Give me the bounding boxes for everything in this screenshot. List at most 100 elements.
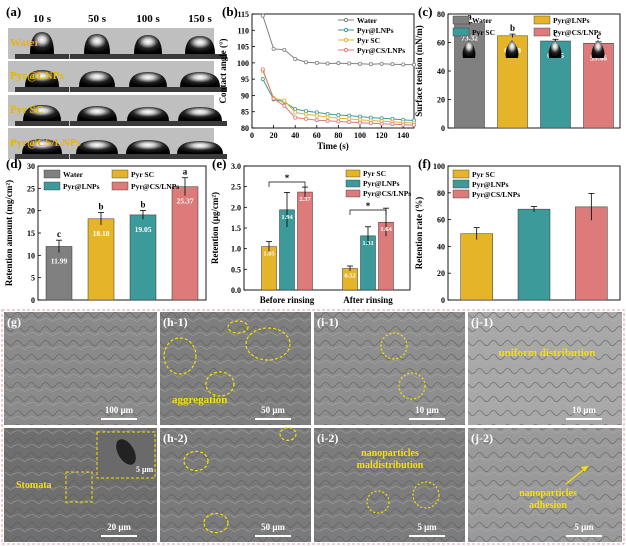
sem-texture	[314, 428, 465, 542]
y-tick-label: 85	[241, 108, 249, 117]
data-point	[303, 60, 308, 65]
data-point	[282, 98, 287, 103]
data-point	[411, 62, 416, 67]
sem-panel-label: (i-2)	[317, 431, 338, 445]
data-point	[282, 103, 287, 108]
legend-swatch	[43, 169, 61, 179]
data-point	[336, 112, 341, 117]
bar	[575, 206, 608, 301]
substrate	[121, 121, 175, 126]
legend-swatch	[533, 27, 551, 37]
annotation-aggregation: aggregation	[172, 394, 227, 406]
y-tick-label: 20	[27, 207, 35, 216]
sem-panel-label: (h-1)	[163, 315, 188, 329]
y-tick-label: 60	[437, 216, 445, 225]
stomata-pore	[116, 439, 136, 465]
legend-swatch	[452, 179, 470, 189]
data-point	[260, 13, 265, 18]
y-axis-label: Retention (μg/cm²)	[210, 192, 220, 264]
legend-label: Pyr@CS/LNPs	[472, 190, 520, 199]
y-tick-label: 0.0	[231, 286, 241, 295]
data-point	[293, 110, 298, 115]
inset-scale-label: 5 μm	[136, 465, 154, 474]
x-tick-label: 40	[291, 131, 299, 140]
sem-image-grid: (g) 100 μm (h-1) 50 μm (i-1) 10 μm (j-1) 10 μm 2…	[1, 309, 625, 545]
substrate	[70, 87, 124, 92]
data-point	[347, 116, 352, 121]
data-point	[325, 61, 330, 66]
significance-letter: c	[597, 31, 601, 41]
droplet	[22, 139, 62, 154]
y-tick-label: 80	[437, 10, 445, 19]
legend-swatch	[345, 179, 361, 188]
sem-texture	[4, 312, 157, 425]
y-tick-label: 40	[437, 67, 445, 76]
substrate	[15, 121, 69, 126]
data-point	[303, 112, 308, 117]
substrate	[121, 54, 175, 59]
row-label: Pyr SC	[10, 104, 44, 116]
legend-swatch	[452, 15, 470, 25]
pendant-drop	[462, 40, 476, 58]
panel-c-label: (c)	[418, 4, 432, 19]
plot-frame	[251, 13, 415, 129]
annotation-line-1: nanoparticles	[361, 448, 419, 459]
panel-a-time-labels: 10 s 50 s 100 s 150 s	[33, 13, 213, 25]
legend-label: Pyr SC	[472, 170, 495, 179]
value-label: 25.37	[177, 197, 194, 206]
highlight-ellipse	[203, 512, 229, 534]
x-category-label: After rinsing	[343, 295, 393, 305]
y-tick-label: 100	[237, 59, 249, 68]
y-tick-label: 20	[437, 96, 445, 105]
data-point	[368, 121, 373, 126]
legend-label: Water	[472, 16, 493, 25]
highlight-circle	[366, 490, 390, 514]
data-point	[390, 62, 395, 67]
data-point	[347, 113, 352, 118]
data-point	[411, 123, 416, 128]
y-tick-label: 40	[437, 242, 445, 251]
y-axis-label: Retention amount (mg/cm²)	[4, 180, 14, 286]
data-point	[325, 114, 330, 119]
x-tick-label: 140	[397, 131, 409, 140]
data-point	[401, 62, 406, 67]
pendant-drop	[591, 40, 605, 58]
substrate	[15, 154, 69, 159]
value-label: 18.18	[93, 229, 110, 238]
data-point	[347, 120, 352, 125]
data-point	[314, 113, 319, 118]
data-point	[260, 67, 265, 72]
substrate	[173, 154, 227, 159]
substrate	[173, 87, 227, 92]
y-tick-label: 30	[27, 162, 35, 171]
data-point	[401, 122, 406, 127]
scale-bar-label: 5 μm	[417, 522, 437, 532]
scale-bar-label: 100 μm	[105, 405, 134, 415]
y-tick-label: 80	[241, 124, 249, 133]
y-tick-label: 105	[237, 43, 249, 52]
legend-swatch	[452, 189, 470, 199]
legend-swatch	[345, 189, 361, 198]
droplet	[25, 70, 59, 87]
legend-swatch	[43, 181, 61, 191]
highlight-circle	[412, 481, 440, 509]
legend-label: Pyr@CS/LNPs	[553, 28, 601, 37]
significance-letter: c	[554, 28, 558, 38]
sem-panel-label: (i-1)	[317, 315, 338, 329]
legend-swatch	[345, 169, 361, 178]
data-point	[357, 61, 362, 66]
x-tick-label: 100	[354, 131, 366, 140]
row-label: Water	[10, 37, 39, 49]
substrate	[15, 54, 69, 59]
sem-texture	[160, 428, 311, 542]
highlight-ellipse	[205, 371, 235, 397]
highlight-ellipse	[245, 327, 291, 361]
y-tick-label: 0	[31, 296, 35, 305]
scale-bar-label: 50 μm	[261, 522, 285, 532]
panel-e-grouped-bar-chart: (e) 0.0 0.5 1.0 1.5 2.0 2.5 3.0 Retention (μg/c…	[210, 156, 411, 305]
legend-label: Pyr SC	[131, 170, 154, 179]
y-axis-label: Contact angle (°)	[218, 38, 228, 103]
x-tick-label: 0	[250, 131, 254, 140]
data-point	[260, 77, 265, 82]
droplet	[76, 140, 118, 154]
